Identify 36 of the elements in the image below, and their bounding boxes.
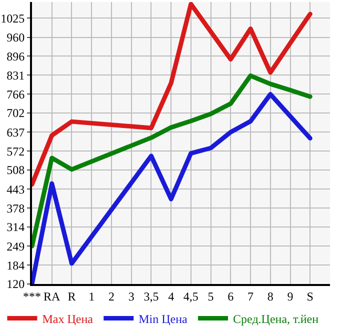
y-tick-label: 314 <box>6 220 25 234</box>
y-tick-label: 378 <box>6 201 25 216</box>
y-tick-label: 702 <box>6 106 25 120</box>
y-tick-label: 960 <box>6 30 25 44</box>
x-tick-label: 3,5 <box>144 289 159 304</box>
x-tick-label: S <box>306 289 314 304</box>
x-tick-label: 1 <box>88 289 95 304</box>
legend-label: Min Цена <box>138 312 188 326</box>
x-tick-label: 3 <box>128 289 134 304</box>
x-tick-label: 4 <box>168 289 174 304</box>
y-tick-label: 831 <box>6 68 25 82</box>
y-tick-label: 572 <box>6 144 25 158</box>
x-tick-label: R <box>68 289 76 304</box>
x-tick-label: 4,5 <box>183 289 198 304</box>
line-series <box>32 73 312 248</box>
x-tick-label: RA <box>44 289 61 304</box>
y-tick-label: 896 <box>6 49 25 64</box>
x-tick-label: *** <box>23 289 41 304</box>
legend-label: Сред.Цена, т.йен <box>233 312 320 326</box>
y-tick-label: 443 <box>6 182 25 196</box>
y-tick-label: 249 <box>6 239 25 254</box>
y-tick-label: 1025 <box>0 11 25 26</box>
x-tick-label: 6 <box>228 289 234 304</box>
y-tick-label: 508 <box>6 163 25 178</box>
y-tick-label: 120 <box>6 277 25 292</box>
x-tick-label: 2 <box>108 289 114 304</box>
x-tick-label: 5 <box>208 289 214 304</box>
x-tick-label: 7 <box>248 289 254 304</box>
line-series <box>32 2 312 187</box>
y-tick-label: 637 <box>6 125 25 140</box>
x-tick-label: 8 <box>267 289 274 304</box>
y-tick-label: 766 <box>6 87 25 102</box>
x-tick-label: 9 <box>287 289 294 304</box>
line-series <box>32 92 312 284</box>
legend-label: Max Цена <box>42 312 94 326</box>
y-tick-label: 184 <box>6 258 25 272</box>
